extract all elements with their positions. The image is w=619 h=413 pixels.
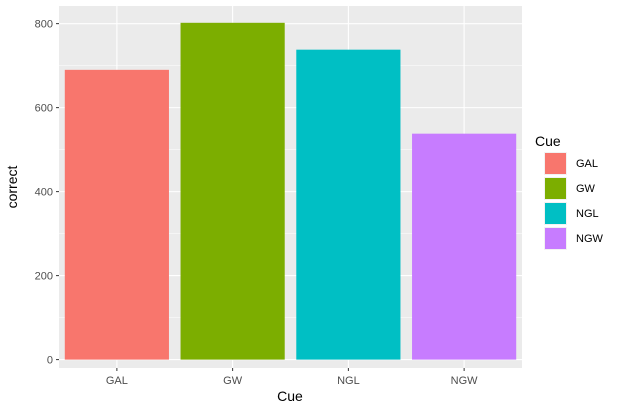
legend-key-gw (545, 178, 566, 199)
x-axis-title: Cue (277, 388, 303, 404)
y-axis-title: correct (4, 166, 20, 209)
bar-gw (180, 22, 285, 360)
legend-label-gw: GW (576, 183, 596, 195)
bar-gal (64, 69, 169, 360)
legend-title: Cue (535, 133, 561, 149)
bar-ngl (296, 49, 401, 360)
y-tick-label: 400 (35, 187, 53, 199)
legend: Cue GAL GW NGL NGW (535, 133, 604, 250)
x-axis: GAL GW NGL NGW (106, 368, 478, 387)
x-tick-label: GW (223, 375, 243, 387)
legend-key-ngw (545, 228, 566, 249)
x-tick-label: GAL (106, 375, 128, 387)
y-tick-label: 200 (35, 271, 53, 283)
bars (64, 22, 517, 360)
legend-label-ngl: NGL (576, 208, 599, 220)
x-tick-label: NGW (451, 375, 479, 387)
legend-key-gal (545, 153, 566, 174)
y-tick-label: 600 (35, 103, 53, 115)
y-tick-label: 0 (47, 355, 53, 367)
legend-label-ngw: NGW (576, 233, 604, 245)
legend-key-ngl (545, 203, 566, 224)
y-tick-label: 800 (35, 19, 53, 31)
legend-label-gal: GAL (576, 158, 598, 170)
x-tick-label: NGL (337, 375, 360, 387)
y-axis: 0 200 400 600 800 (35, 19, 59, 367)
bar-ngw (412, 133, 517, 360)
